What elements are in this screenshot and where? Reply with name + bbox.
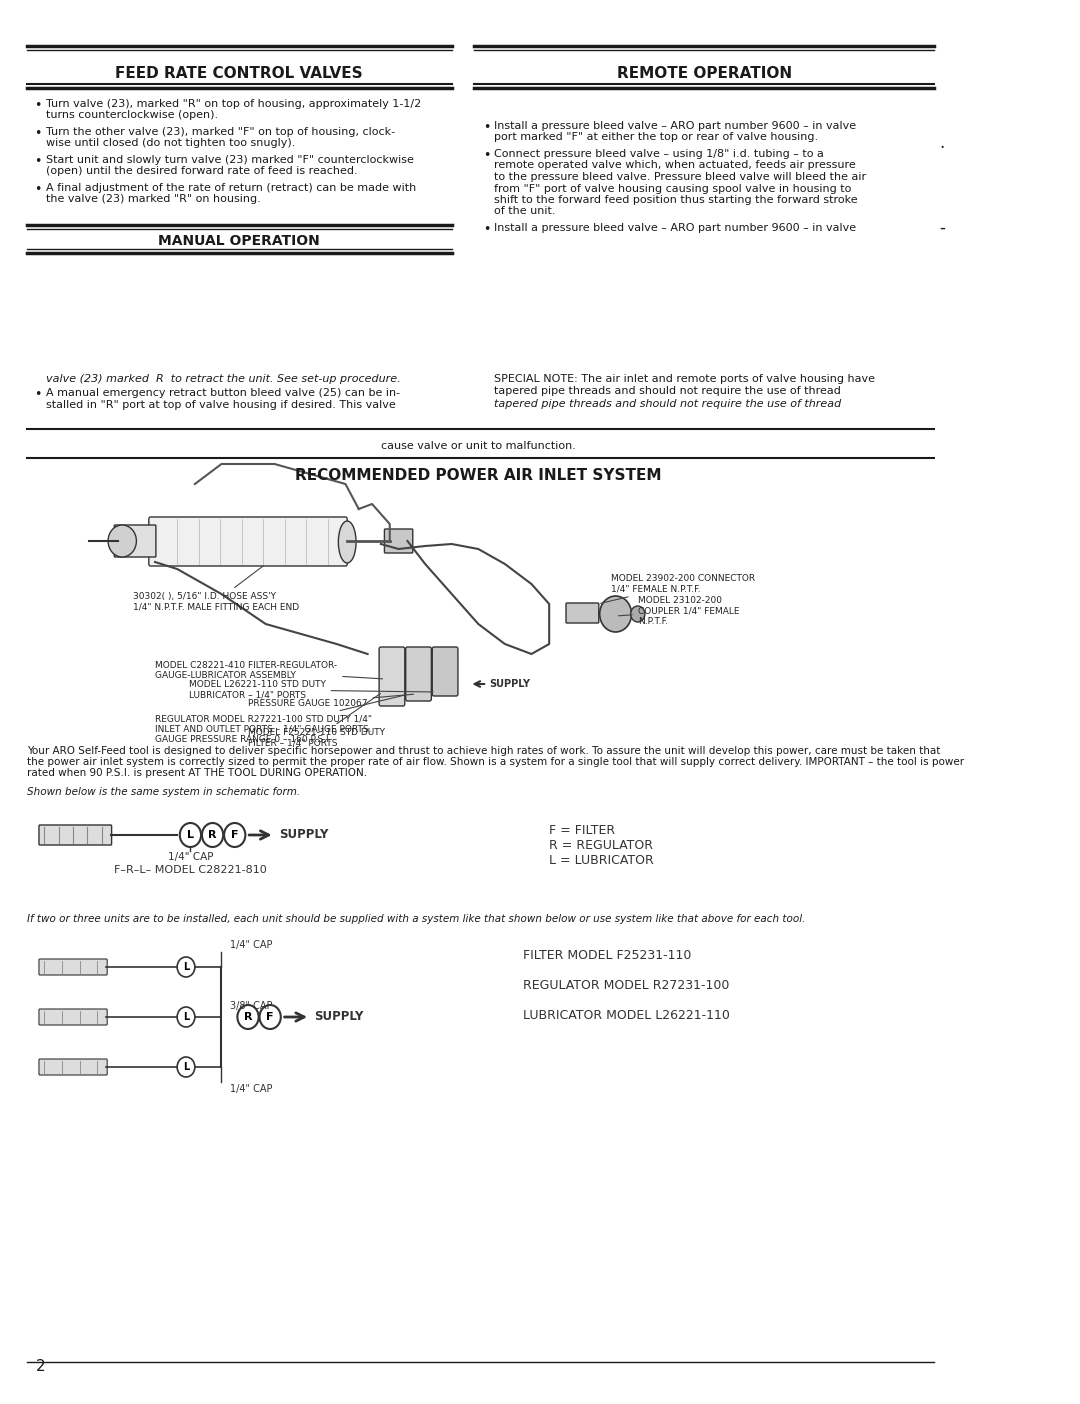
Text: L: L — [183, 1061, 189, 1073]
Text: •: • — [483, 223, 490, 236]
Text: -: - — [939, 219, 945, 237]
Text: MANUAL OPERATION: MANUAL OPERATION — [159, 234, 320, 249]
FancyBboxPatch shape — [39, 1009, 107, 1025]
Text: remote operated valve which, when actuated, feeds air pressure: remote operated valve which, when actuat… — [495, 160, 856, 170]
Circle shape — [599, 597, 632, 632]
Text: RECOMMENDED POWER AIR INLET SYSTEM: RECOMMENDED POWER AIR INLET SYSTEM — [295, 468, 662, 483]
FancyBboxPatch shape — [432, 647, 458, 696]
Text: •: • — [33, 126, 41, 140]
Text: R: R — [208, 830, 217, 840]
Text: PRESSURE GAUGE 102067: PRESSURE GAUGE 102067 — [248, 694, 414, 708]
Text: MODEL C28221-410 FILTER-REGULATOR-
GAUGE-LUBRICATOR ASSEMBLY: MODEL C28221-410 FILTER-REGULATOR- GAUGE… — [156, 661, 382, 681]
FancyBboxPatch shape — [379, 647, 405, 706]
FancyBboxPatch shape — [149, 517, 347, 566]
Text: Shown below is the same system in schematic form.: Shown below is the same system in schema… — [27, 788, 299, 797]
Circle shape — [177, 958, 194, 977]
Text: R: R — [244, 1012, 253, 1022]
FancyBboxPatch shape — [39, 826, 111, 845]
Text: L: L — [187, 830, 194, 840]
Text: of the unit.: of the unit. — [495, 206, 556, 216]
Text: SUPPLY: SUPPLY — [489, 680, 530, 689]
Text: MODEL 23902-200 CONNECTOR
1/4" FEMALE N.P.T.F.: MODEL 23902-200 CONNECTOR 1/4" FEMALE N.… — [600, 574, 755, 604]
Ellipse shape — [338, 521, 356, 563]
Text: Install a pressure bleed valve – ARO part number 9600 – in valve: Install a pressure bleed valve – ARO par… — [495, 121, 856, 131]
Text: •: • — [483, 121, 490, 133]
Circle shape — [238, 1005, 258, 1029]
Text: (open) until the desired forward rate of feed is reached.: (open) until the desired forward rate of… — [46, 167, 357, 177]
Text: Install a pressure bleed valve – ARO part number 9600 – in valve: Install a pressure bleed valve – ARO par… — [495, 223, 856, 233]
Text: wise until closed (do not tighten too snugly).: wise until closed (do not tighten too sn… — [46, 139, 296, 149]
Text: the power air inlet system is correctly sized to permit the proper rate of air f: the power air inlet system is correctly … — [27, 757, 963, 767]
Circle shape — [177, 1057, 194, 1077]
Text: to the pressure bleed valve. Pressure bleed valve will bleed the air: to the pressure bleed valve. Pressure bl… — [495, 173, 866, 183]
Text: •: • — [33, 183, 41, 197]
Text: 1/4" CAP: 1/4" CAP — [230, 941, 273, 951]
Circle shape — [177, 1007, 194, 1026]
Text: FILTER MODEL F25231-110

REGULATOR MODEL R27231-100

LUBRICATOR MODEL L26221-110: FILTER MODEL F25231-110 REGULATOR MODEL … — [523, 949, 729, 1022]
Circle shape — [224, 823, 245, 847]
Text: port marked "F" at either the top or rear of valve housing.: port marked "F" at either the top or rea… — [495, 132, 819, 142]
Circle shape — [259, 1005, 281, 1029]
Circle shape — [179, 823, 201, 847]
Text: shift to the forward feed position thus starting the forward stroke: shift to the forward feed position thus … — [495, 195, 858, 205]
Text: Turn valve (23), marked "R" on top of housing, approximately 1-1/2: Turn valve (23), marked "R" on top of ho… — [46, 100, 421, 110]
Text: F: F — [267, 1012, 274, 1022]
Text: SPECIAL NOTE: The air inlet and remote ports of valve housing have: SPECIAL NOTE: The air inlet and remote p… — [495, 373, 875, 385]
FancyBboxPatch shape — [39, 959, 107, 974]
Text: MODEL 23102-200
COUPLER 1/4" FEMALE
N.P.T.F.: MODEL 23102-200 COUPLER 1/4" FEMALE N.P.… — [619, 597, 739, 626]
Text: A manual emergency retract button bleed valve (25) can be in-: A manual emergency retract button bleed … — [46, 388, 401, 397]
Text: 1/4" CAP: 1/4" CAP — [230, 1084, 273, 1094]
Text: •: • — [33, 154, 41, 168]
Text: Start unit and slowly turn valve (23) marked "F" counterclockwise: Start unit and slowly turn valve (23) ma… — [46, 154, 414, 166]
Text: F–R–L– MODEL C28221-810: F–R–L– MODEL C28221-810 — [114, 865, 267, 875]
Text: REMOTE OPERATION: REMOTE OPERATION — [617, 66, 792, 81]
Circle shape — [631, 607, 645, 622]
Circle shape — [202, 823, 224, 847]
Text: from "F" port of valve housing causing spool valve in housing to: from "F" port of valve housing causing s… — [495, 184, 852, 194]
Text: MODEL F25221-110 STD DUTY
FILTER – 1/4" PORTS: MODEL F25221-110 STD DUTY FILTER – 1/4" … — [248, 694, 384, 747]
FancyBboxPatch shape — [566, 602, 598, 623]
Text: rated when 90 P.S.I. is present AT THE TOOL DURING OPERATION.: rated when 90 P.S.I. is present AT THE T… — [27, 768, 367, 778]
Text: •: • — [33, 100, 41, 112]
Text: cause valve or unit to malfunction.: cause valve or unit to malfunction. — [381, 441, 576, 451]
Text: 3/8" CAP: 3/8" CAP — [230, 1001, 273, 1011]
Text: F: F — [231, 830, 239, 840]
Text: 1/4" CAP: 1/4" CAP — [167, 852, 213, 862]
Text: 30302( ), 5/16" I.D. HOSE ASS'Y
1/4" N.P.T.F. MALE FITTING EACH END: 30302( ), 5/16" I.D. HOSE ASS'Y 1/4" N.P… — [133, 566, 299, 611]
Text: L: L — [183, 962, 189, 972]
Text: FEED RATE CONTROL VALVES: FEED RATE CONTROL VALVES — [116, 66, 363, 81]
Text: A final adjustment of the rate of return (retract) can be made with: A final adjustment of the rate of return… — [46, 183, 416, 192]
Text: REGULATOR MODEL R27221-100 STD DUTY 1/4"
INLET AND OUTLET PORTS – 1/4" GAUGE POR: REGULATOR MODEL R27221-100 STD DUTY 1/4"… — [156, 695, 406, 744]
FancyBboxPatch shape — [384, 529, 413, 553]
Text: MODEL L26221-110 STD DUTY
LUBRICATOR – 1/4" PORTS: MODEL L26221-110 STD DUTY LUBRICATOR – 1… — [189, 680, 433, 699]
Text: F = FILTER
R = REGULATOR
L = LUBRICATOR: F = FILTER R = REGULATOR L = LUBRICATOR — [549, 824, 653, 868]
Text: SUPPLY: SUPPLY — [314, 1011, 364, 1024]
Text: valve (23) marked  R  to retract the unit. See set-up procedure.: valve (23) marked R to retract the unit.… — [46, 373, 401, 385]
Text: •: • — [483, 149, 490, 161]
FancyBboxPatch shape — [406, 647, 431, 701]
Text: stalled in "R" port at top of valve housing if desired. This valve: stalled in "R" port at top of valve hous… — [46, 400, 395, 410]
Circle shape — [108, 525, 136, 557]
Text: •: • — [33, 388, 41, 402]
FancyBboxPatch shape — [114, 525, 156, 557]
Text: .: . — [939, 133, 944, 152]
Text: tapered pipe threads and should not require the use of thread: tapered pipe threads and should not requ… — [495, 386, 841, 396]
Text: If two or three units are to be installed, each unit should be supplied with a s: If two or three units are to be installe… — [27, 914, 805, 924]
Text: Turn the other valve (23), marked "F" on top of housing, clock-: Turn the other valve (23), marked "F" on… — [46, 126, 395, 138]
Text: Connect pressure bleed valve – using 1/8" i.d. tubing – to a: Connect pressure bleed valve – using 1/8… — [495, 149, 824, 159]
Text: tapered pipe threads and should not require the use of thread: tapered pipe threads and should not requ… — [495, 399, 841, 409]
Text: SUPPLY: SUPPLY — [279, 828, 328, 841]
Text: turns counterclockwise (open).: turns counterclockwise (open). — [46, 111, 218, 121]
Text: Your ARO Self-Feed tool is designed to deliver specific horsepower and thrust to: Your ARO Self-Feed tool is designed to d… — [27, 746, 940, 755]
Text: 2: 2 — [36, 1359, 45, 1375]
FancyBboxPatch shape — [39, 1059, 107, 1075]
Text: the valve (23) marked "R" on housing.: the valve (23) marked "R" on housing. — [46, 195, 260, 205]
Text: L: L — [183, 1012, 189, 1022]
